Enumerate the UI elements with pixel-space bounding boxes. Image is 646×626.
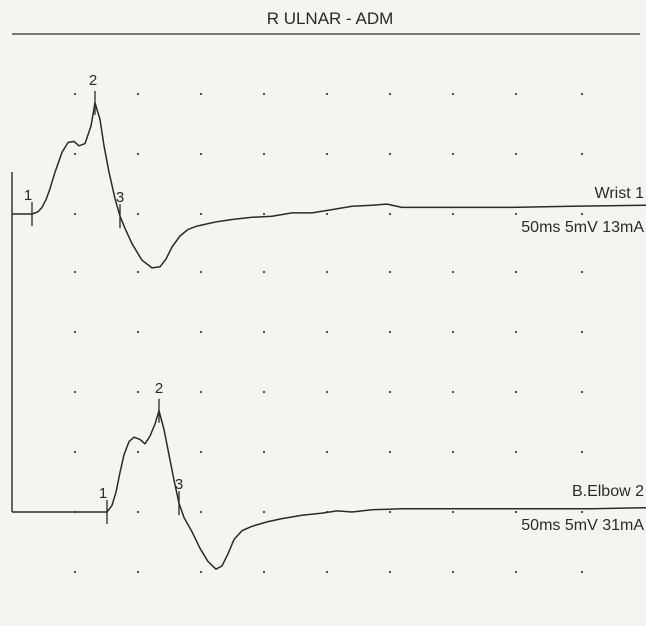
grid-dot <box>451 152 455 156</box>
grid-dot <box>451 270 455 274</box>
grid-dot <box>451 330 455 334</box>
grid-dot <box>199 92 203 96</box>
grid-dot <box>73 450 77 454</box>
grid-dot <box>388 450 392 454</box>
grid-dot <box>262 152 266 156</box>
trace-line-2 <box>12 410 646 570</box>
grid-dot <box>388 570 392 574</box>
trace-name-1: Wrist 1 <box>595 185 645 202</box>
grid-dot <box>325 570 329 574</box>
grid-dot <box>388 390 392 394</box>
grid-dot <box>580 510 584 514</box>
grid-dot <box>388 212 392 216</box>
trace-name-2: B.Elbow 2 <box>572 483 644 500</box>
grid-dot <box>199 390 203 394</box>
grid-dot <box>388 92 392 96</box>
dotted-grid <box>73 92 584 574</box>
grid-dot <box>580 570 584 574</box>
grid-dot <box>199 510 203 514</box>
grid-dot <box>514 92 518 96</box>
grid-dot <box>262 570 266 574</box>
grid-dot <box>514 270 518 274</box>
grid-dot <box>451 212 455 216</box>
marker-label-1-3: 3 <box>116 189 124 206</box>
grid-dot <box>514 390 518 394</box>
grid-dot <box>580 152 584 156</box>
grid-dot <box>262 450 266 454</box>
grid-dot <box>262 212 266 216</box>
grid-dot <box>514 450 518 454</box>
marker-label-1-1: 1 <box>24 187 32 204</box>
grid-dot <box>514 510 518 514</box>
marker-label-1-2: 2 <box>89 72 97 89</box>
trace-settings-2: 50ms 5mV 31mA <box>521 517 644 534</box>
grid-dot <box>136 510 140 514</box>
trace-line-1 <box>12 102 646 269</box>
grid-dot <box>73 330 77 334</box>
grid-dot <box>451 570 455 574</box>
grid-dot <box>73 390 77 394</box>
grid-dot <box>514 330 518 334</box>
grid-dot <box>73 152 77 156</box>
grid-dot <box>325 330 329 334</box>
grid-dot <box>580 212 584 216</box>
grid-dot <box>451 450 455 454</box>
grid-dot <box>388 152 392 156</box>
grid-dot <box>199 152 203 156</box>
grid-dot <box>136 390 140 394</box>
grid-dot <box>325 212 329 216</box>
grid-dot <box>325 450 329 454</box>
grid-dot <box>580 330 584 334</box>
grid-dot <box>199 270 203 274</box>
grid-dot <box>262 330 266 334</box>
grid-dot <box>199 450 203 454</box>
grid-dot <box>514 152 518 156</box>
grid-dot <box>388 330 392 334</box>
grid-dot <box>136 92 140 96</box>
grid-dot <box>388 510 392 514</box>
grid-dot <box>262 92 266 96</box>
grid-dot <box>262 270 266 274</box>
marker-label-2-1: 1 <box>99 485 107 502</box>
grid-dot <box>514 570 518 574</box>
traces-layer: 1 2 3 Wrist 1 50ms 5mV 13mA 1 2 3 B.Elbow 2 50ms … <box>12 72 646 570</box>
grid-dot <box>580 270 584 274</box>
grid-dot <box>199 570 203 574</box>
grid-dot <box>136 450 140 454</box>
grid-dot <box>136 270 140 274</box>
grid-dot <box>136 212 140 216</box>
grid-dot <box>73 212 77 216</box>
grid-dot <box>388 270 392 274</box>
marker-label-2-3: 3 <box>175 476 183 493</box>
grid-dot <box>136 152 140 156</box>
chart-title: R ULNAR - ADM <box>267 9 394 28</box>
grid-dot <box>73 92 77 96</box>
marker-label-2-2: 2 <box>155 380 163 397</box>
grid-dot <box>262 390 266 394</box>
grid-dot <box>451 92 455 96</box>
grid-dot <box>73 570 77 574</box>
grid-dot <box>451 390 455 394</box>
grid-dot <box>325 92 329 96</box>
grid-dot <box>580 390 584 394</box>
grid-dot <box>325 390 329 394</box>
grid-dot <box>136 330 140 334</box>
grid-dot <box>451 510 455 514</box>
grid-dot <box>514 212 518 216</box>
grid-dot <box>325 270 329 274</box>
grid-dot <box>262 510 266 514</box>
grid-dot <box>199 330 203 334</box>
grid-dot <box>199 212 203 216</box>
grid-dot <box>580 92 584 96</box>
grid-dot <box>136 570 140 574</box>
trace-settings-1: 50ms 5mV 13mA <box>521 219 644 236</box>
grid-dot <box>73 270 77 274</box>
grid-dot <box>325 152 329 156</box>
grid-dot <box>580 450 584 454</box>
